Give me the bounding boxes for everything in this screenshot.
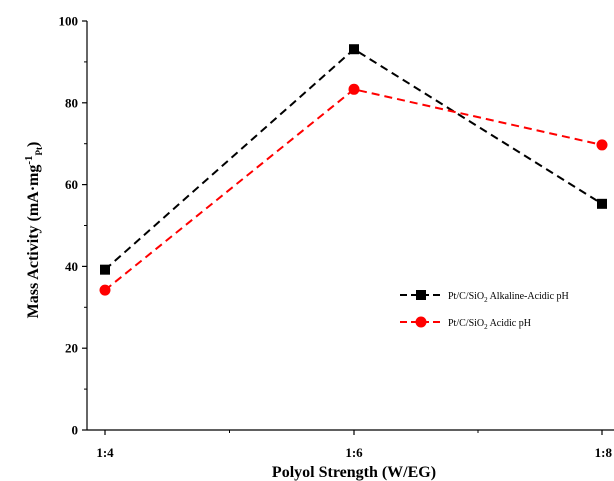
y-tick-label: 20 [65, 341, 78, 356]
legend-item-acidic: Pt/C/SiO2 Acidic pH [400, 316, 531, 331]
y-tick-label: 0 [72, 423, 79, 438]
legend-square-marker [416, 290, 426, 300]
data-point [99, 284, 111, 296]
y-tick-label: 80 [65, 95, 78, 110]
y-tick-label: 100 [59, 14, 79, 29]
series-line [104, 47, 603, 271]
legend-label: Pt/C/SiO2 Acidic pH [448, 318, 531, 331]
y-axis-ticks: 0 20 40 60 80 100 [59, 14, 87, 438]
y-axis-title: Mass Activity (mA·mg-1Pt) [23, 142, 44, 319]
y-tick-label: 60 [65, 177, 78, 192]
x-tick-label: 1:8 [595, 445, 613, 460]
series-0 [100, 44, 607, 275]
x-axis-title: Polyol Strength (W/EG) [272, 464, 436, 481]
series-line [104, 88, 603, 291]
x-tick-label: 1:6 [345, 445, 363, 460]
legend-item-alkaline-acidic: Pt/C/SiO2 Alkaline-Acidic pH [400, 290, 569, 304]
legend: Pt/C/SiO2 Alkaline-Acidic pH Pt/C/SiO2 A… [400, 290, 569, 331]
data-point [348, 83, 360, 95]
data-point [100, 264, 110, 275]
x-tick-label: 1:4 [96, 445, 114, 460]
series-1 [99, 83, 608, 296]
y-tick-label: 40 [65, 259, 78, 274]
series-layer [99, 44, 608, 296]
axes [86, 21, 614, 431]
data-point [596, 139, 608, 151]
legend-label: Pt/C/SiO2 Alkaline-Acidic pH [448, 291, 569, 304]
x-axis-ticks: 1:4 1:6 1:8 [96, 430, 612, 460]
legend-circle-marker [415, 316, 427, 328]
data-point [597, 198, 607, 209]
data-point [349, 44, 359, 55]
